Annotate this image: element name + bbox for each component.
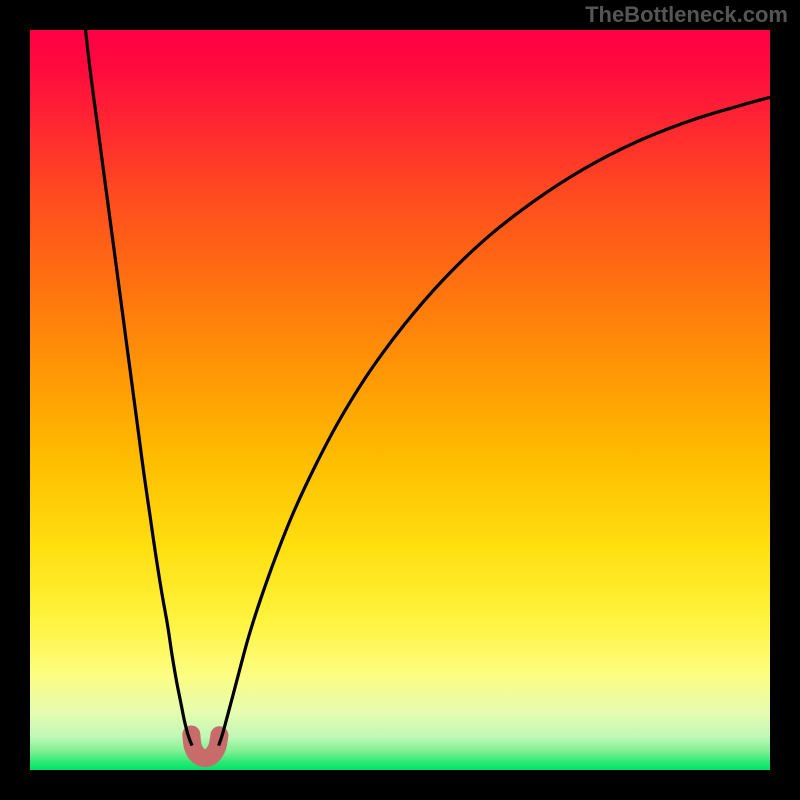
watermark-label: TheBottleneck.com (585, 2, 788, 28)
chart-container: TheBottleneck.com (0, 0, 800, 800)
curves-svg (30, 30, 770, 770)
bottleneck-marker (191, 734, 219, 758)
curve-left (86, 30, 193, 746)
plot-area (30, 30, 770, 770)
curve-right (219, 97, 770, 745)
